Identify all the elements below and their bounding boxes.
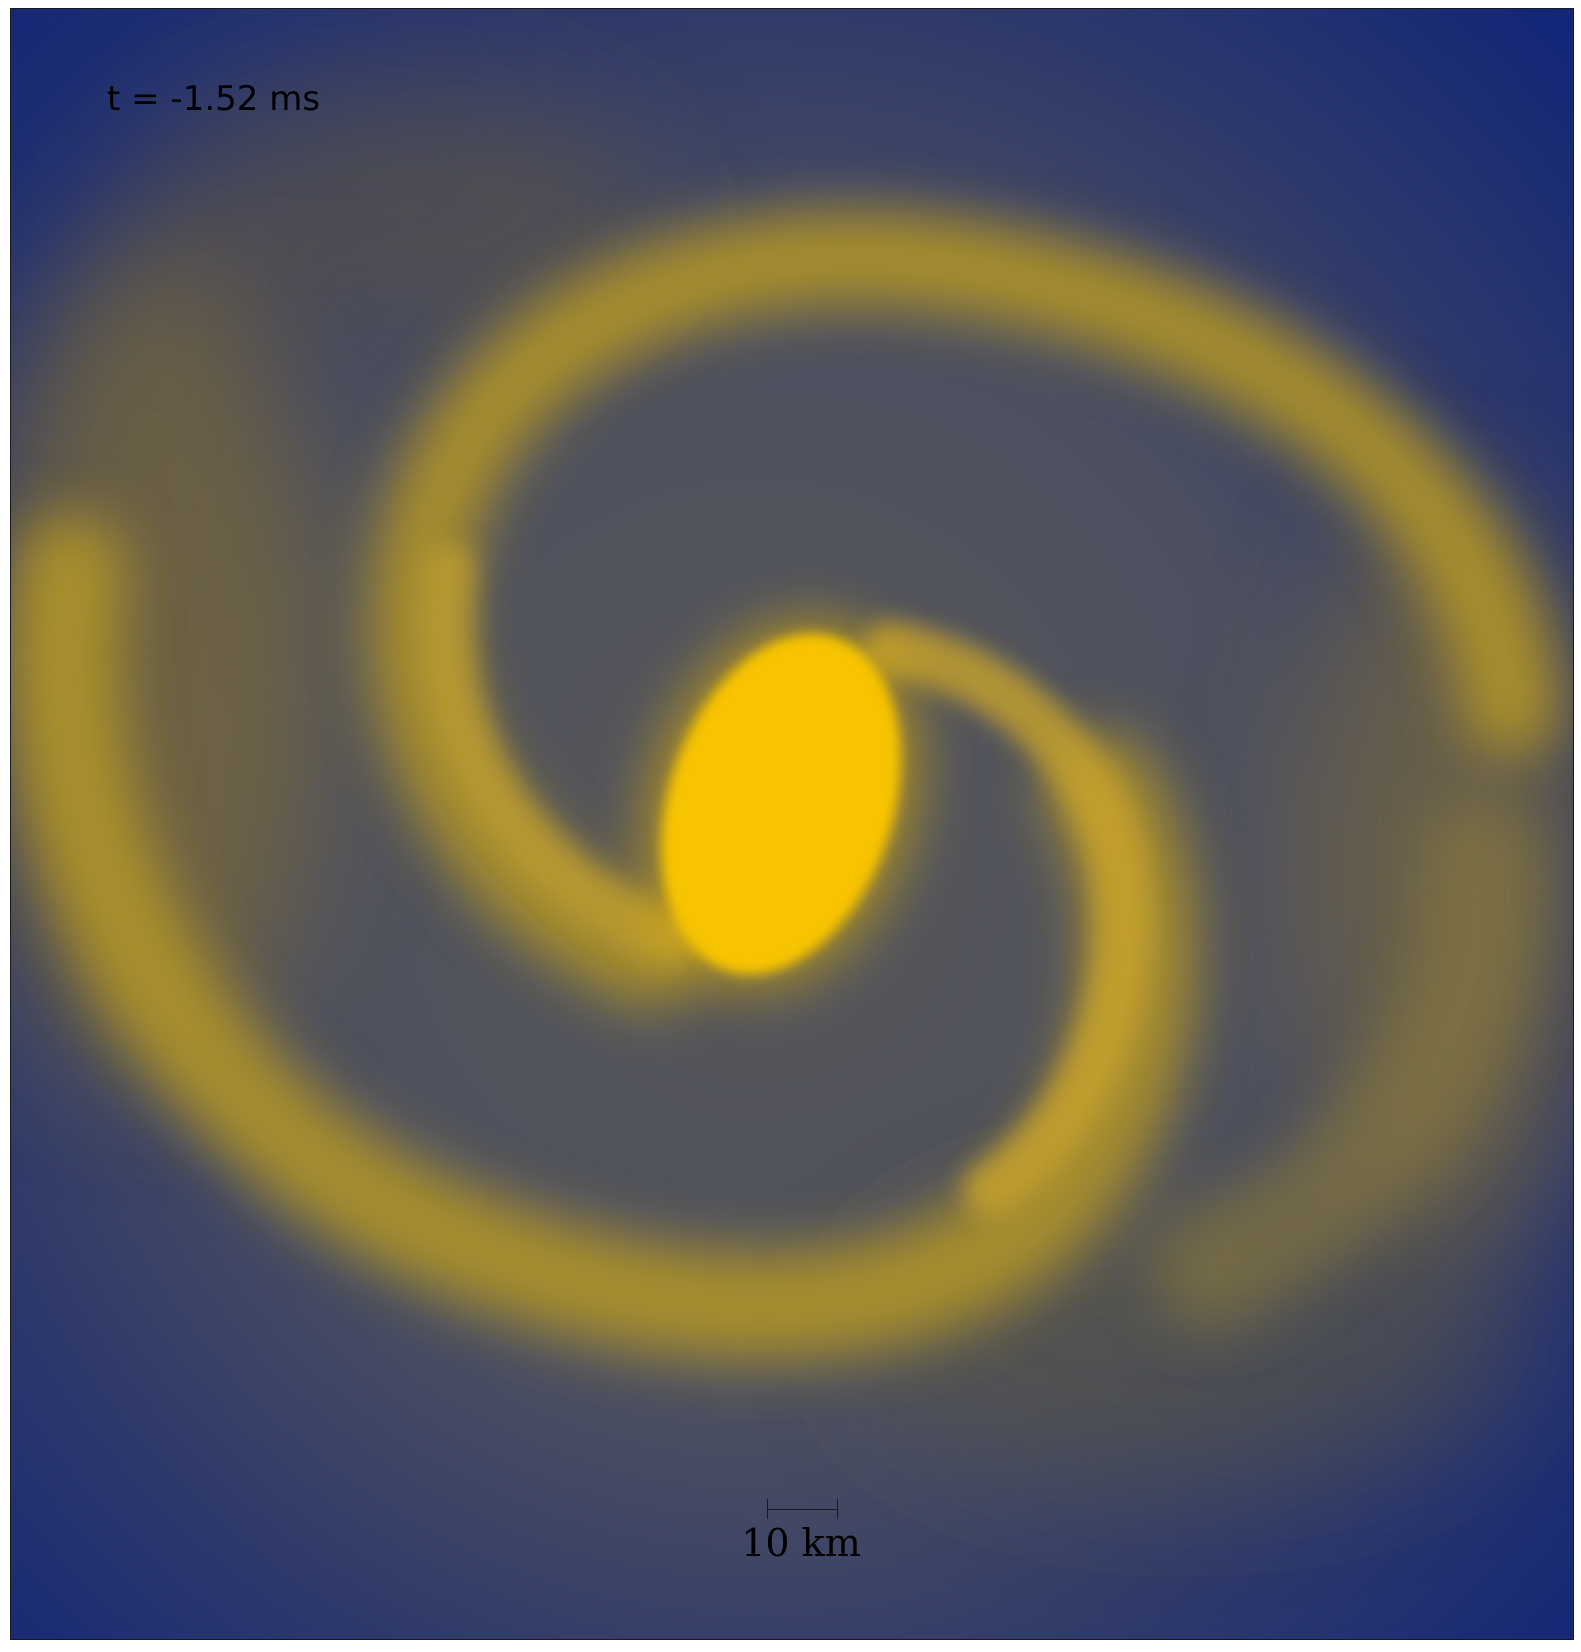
- time-label: t = -1.52 ms: [107, 79, 321, 119]
- scale-bar-line: [767, 1509, 837, 1510]
- central-core: [644, 618, 918, 990]
- inner-spiral-arm: [422, 544, 1150, 1217]
- simulation-frame: t = -1.52 ms 10 km: [10, 8, 1574, 1640]
- scale-bar-label: 10 km: [741, 1521, 861, 1565]
- density-render: [11, 9, 1573, 1639]
- outer-spiral-arm: [11, 210, 1559, 1362]
- scale-bar-right-tick: [837, 1499, 838, 1519]
- scale-bar: 10 km: [711, 1497, 891, 1587]
